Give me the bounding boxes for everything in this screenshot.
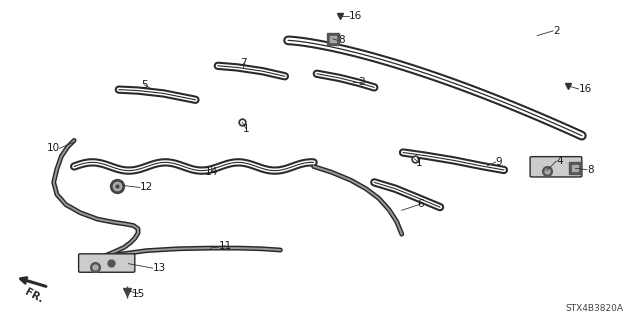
Text: 8: 8 [338, 35, 344, 45]
Text: 15: 15 [131, 288, 145, 299]
Text: 9: 9 [495, 157, 502, 167]
Text: FR.: FR. [23, 287, 45, 305]
Text: 16: 16 [579, 84, 592, 94]
Text: 1: 1 [243, 124, 250, 134]
Text: 10: 10 [46, 143, 60, 153]
Text: 8: 8 [587, 165, 593, 175]
Text: 4: 4 [556, 156, 563, 166]
Text: 1: 1 [415, 158, 422, 168]
FancyBboxPatch shape [79, 254, 135, 272]
Text: 3: 3 [358, 77, 365, 87]
Text: 16: 16 [349, 11, 362, 21]
Text: 12: 12 [140, 182, 153, 192]
Text: 13: 13 [153, 263, 166, 273]
Text: 7: 7 [240, 58, 246, 68]
Text: STX4B3820A: STX4B3820A [565, 304, 623, 313]
Text: 5: 5 [141, 80, 148, 90]
Text: 14: 14 [205, 167, 218, 177]
Text: 6: 6 [417, 199, 424, 209]
FancyBboxPatch shape [530, 157, 582, 177]
Text: 2: 2 [553, 26, 560, 36]
Text: 11: 11 [219, 241, 232, 251]
